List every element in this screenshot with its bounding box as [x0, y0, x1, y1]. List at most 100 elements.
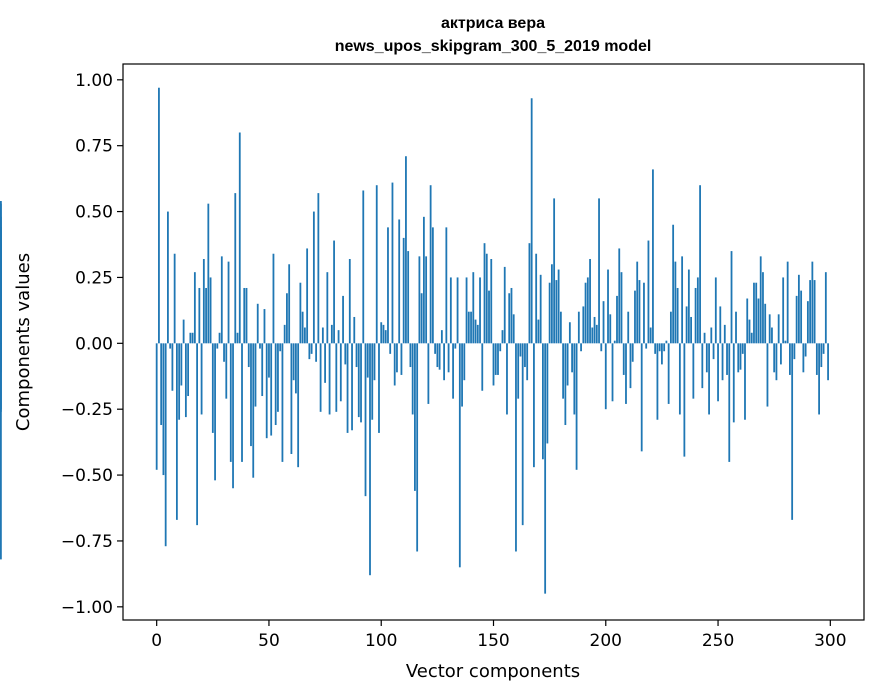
bar	[629, 343, 632, 389]
bar	[398, 219, 401, 344]
bar	[708, 343, 710, 415]
bar	[250, 343, 252, 447]
bar	[638, 280, 641, 344]
bar	[647, 240, 650, 344]
bar	[636, 261, 639, 344]
bar	[685, 306, 688, 344]
bar	[476, 324, 479, 344]
bar	[407, 251, 410, 344]
bar	[681, 256, 684, 344]
bar	[777, 314, 780, 344]
bar	[510, 287, 513, 344]
bar	[247, 343, 250, 368]
bar	[288, 264, 291, 344]
bar	[804, 343, 807, 357]
bar	[524, 343, 526, 368]
bar	[254, 343, 257, 407]
bar	[519, 343, 522, 357]
bar	[696, 277, 699, 344]
bar	[822, 343, 825, 354]
bar	[225, 343, 228, 399]
bar	[497, 343, 499, 375]
bar	[609, 314, 612, 344]
bar	[483, 243, 486, 344]
bar	[427, 343, 430, 404]
bar	[701, 343, 704, 389]
bar	[508, 293, 511, 344]
bar	[438, 343, 441, 370]
bar	[784, 340, 787, 344]
bar	[229, 343, 232, 462]
bar	[780, 343, 782, 365]
bar	[414, 343, 416, 491]
bar	[182, 319, 185, 344]
bar	[744, 343, 746, 420]
bar	[678, 343, 681, 415]
bar	[175, 343, 178, 520]
bar	[730, 251, 733, 344]
bar	[335, 343, 338, 412]
x-tick-label: 50	[258, 631, 280, 651]
bar	[277, 343, 279, 412]
bar	[625, 343, 627, 404]
bar	[306, 248, 309, 344]
bar	[202, 259, 205, 344]
bar	[207, 203, 210, 344]
bar	[800, 290, 803, 344]
bar	[809, 280, 812, 344]
bar	[795, 295, 798, 344]
bar	[274, 343, 277, 426]
bar	[806, 301, 809, 344]
bar	[528, 243, 531, 344]
chart-subtitle: news_upos_skipgram_300_5_2019 model	[335, 38, 652, 55]
bar	[550, 264, 553, 344]
bar	[818, 343, 820, 415]
bar	[236, 332, 239, 344]
bar	[389, 343, 392, 354]
bar	[357, 343, 360, 418]
bar	[526, 343, 529, 381]
bar	[665, 340, 668, 344]
bar	[261, 343, 264, 397]
bar	[789, 343, 791, 375]
bar	[555, 280, 558, 344]
bar	[739, 343, 742, 370]
bar	[726, 343, 728, 375]
bar	[562, 343, 565, 399]
bar	[342, 295, 344, 344]
bar	[209, 277, 212, 344]
bar	[773, 343, 776, 373]
bar	[189, 332, 192, 344]
bar	[445, 227, 448, 344]
bar	[391, 182, 394, 344]
bar	[663, 343, 666, 352]
bar	[737, 343, 740, 373]
bar	[762, 272, 764, 344]
bar	[661, 343, 663, 365]
bar	[530, 98, 533, 344]
bar	[256, 303, 259, 344]
bars-group	[0, 87, 829, 594]
bar	[634, 290, 636, 344]
bar	[649, 327, 652, 344]
bar	[348, 259, 351, 344]
bar	[490, 259, 493, 344]
bar	[506, 343, 508, 415]
bar	[328, 343, 331, 415]
bar	[346, 343, 349, 433]
bar	[409, 343, 412, 368]
bar	[586, 277, 589, 344]
bar	[643, 282, 645, 344]
bar	[645, 343, 648, 349]
bar	[501, 330, 504, 344]
bar	[339, 343, 342, 402]
bar	[611, 343, 614, 402]
bar	[672, 224, 675, 344]
bar	[533, 343, 535, 468]
x-tick-label: 100	[365, 631, 397, 651]
y-tick-label: −0.75	[61, 532, 113, 552]
bar	[616, 295, 618, 344]
bar	[604, 343, 607, 410]
bar	[411, 343, 414, 415]
bar	[155, 343, 158, 470]
